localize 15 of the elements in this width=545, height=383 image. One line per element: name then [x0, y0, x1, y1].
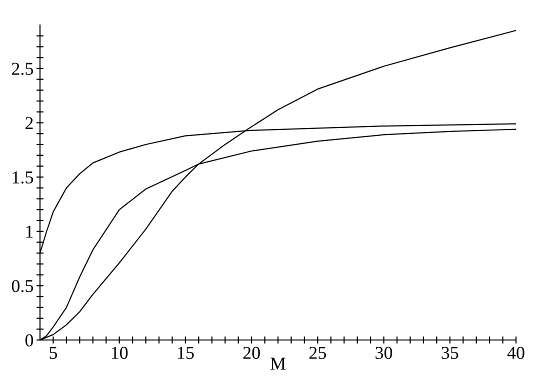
- y-tick-label: 1.5: [12, 171, 34, 184]
- x-tick-label: 40: [507, 346, 524, 359]
- x-tick-label: 35: [442, 346, 458, 359]
- x-tick-label: 10: [112, 346, 128, 359]
- x-tick-label: 30: [376, 346, 392, 359]
- y-tick-label: 0: [25, 334, 34, 346]
- x-tick-label: 15: [178, 346, 194, 359]
- y-tick-label: 1: [26, 226, 33, 238]
- y-tick-label: 2.5: [12, 62, 34, 75]
- y-tick-label: 2: [26, 117, 33, 130]
- x-tick-label: 25: [309, 346, 326, 359]
- x-tick-label: 5: [50, 346, 58, 359]
- y-tick-label: 0.5: [12, 280, 34, 292]
- x-tick-label: 20: [243, 346, 260, 359]
- x-axis-title: M: [270, 358, 286, 370]
